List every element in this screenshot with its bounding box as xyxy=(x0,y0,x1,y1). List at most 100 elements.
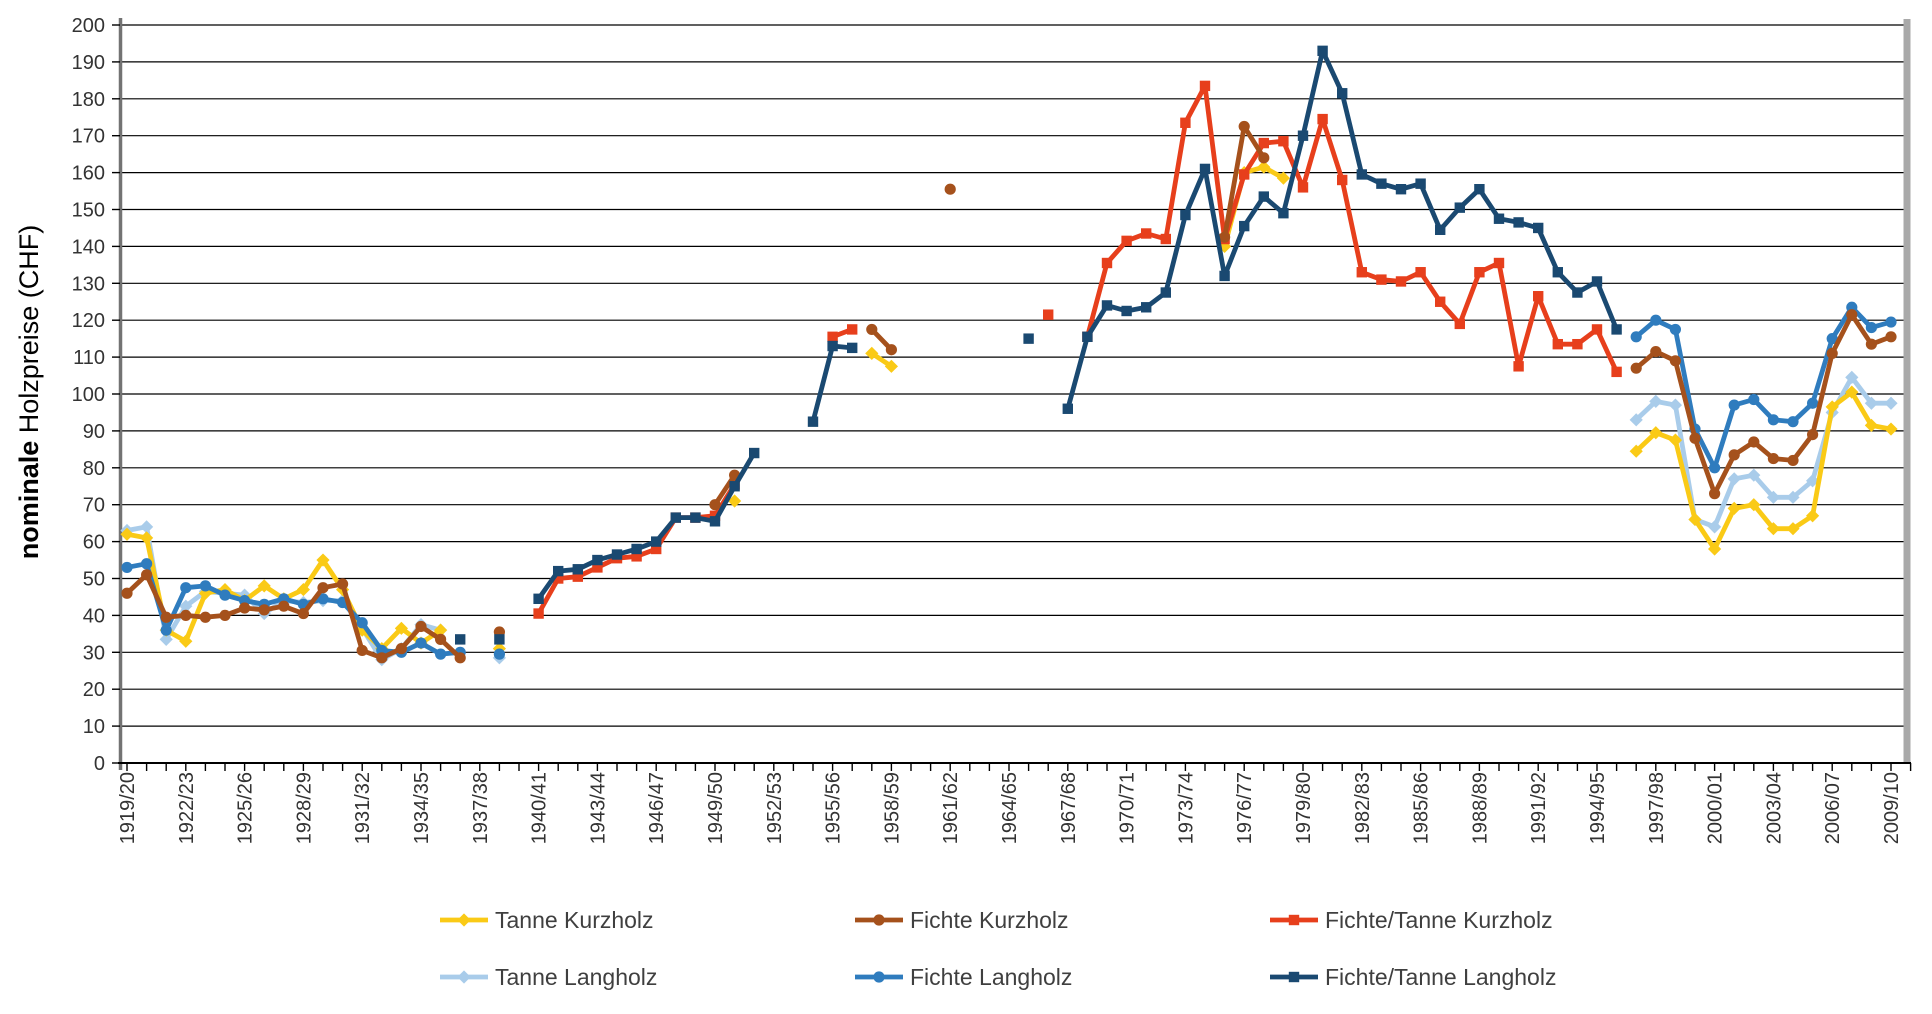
data-point-marker xyxy=(1591,324,1603,335)
data-point-marker xyxy=(1825,400,1839,414)
data-point-marker xyxy=(885,344,898,356)
data-point-marker xyxy=(1630,331,1642,343)
data-point-marker xyxy=(1728,449,1740,461)
y-tick-label: 70 xyxy=(83,495,105,517)
data-point-marker xyxy=(1160,233,1171,245)
y-tick-label: 150 xyxy=(72,200,105,222)
data-point-marker xyxy=(120,527,134,541)
legend-item-tanne-kurzholz: Tanne Kurzholz xyxy=(440,907,654,933)
data-point-marker xyxy=(1258,137,1269,149)
gridlines xyxy=(120,24,1904,727)
y-tick-label: 160 xyxy=(72,163,105,185)
data-point-marker xyxy=(1337,174,1348,186)
x-tick-label: 1934/35 xyxy=(411,772,433,844)
data-point-marker xyxy=(1787,454,1799,467)
data-point-marker xyxy=(1356,267,1367,278)
data-point-marker xyxy=(533,593,544,604)
data-point-marker xyxy=(1727,501,1741,515)
legend-label: Fichte/Tanne Langholz xyxy=(1325,964,1556,990)
data-point-marker xyxy=(219,609,231,622)
data-point-marker xyxy=(1533,222,1544,234)
data-point-marker xyxy=(457,913,471,927)
data-point-marker xyxy=(1865,321,1877,334)
data-point-marker xyxy=(690,512,701,523)
data-point-marker xyxy=(1493,257,1505,269)
data-point-marker xyxy=(1533,291,1544,302)
data-point-marker xyxy=(533,608,544,619)
data-point-marker xyxy=(1239,169,1250,180)
data-point-marker xyxy=(1023,333,1034,344)
y-tick-label: 20 xyxy=(83,679,105,701)
data-point-marker xyxy=(1864,418,1878,432)
y-tick-label: 200 xyxy=(72,15,105,37)
data-point-marker xyxy=(1807,397,1819,409)
data-point-marker xyxy=(1611,366,1622,378)
y-tick-label: 100 xyxy=(72,384,105,406)
data-point-marker xyxy=(1121,235,1132,247)
data-point-marker xyxy=(141,569,153,581)
x-tick-label: 2003/04 xyxy=(1763,772,1785,844)
data-point-marker xyxy=(1278,207,1289,219)
x-tick-label: 1940/41 xyxy=(529,772,551,844)
data-point-marker xyxy=(847,342,858,354)
data-point-marker xyxy=(180,582,192,594)
data-point-marker xyxy=(1199,80,1211,92)
data-point-marker xyxy=(728,494,742,508)
y-tick-label: 120 xyxy=(72,310,105,332)
y-tick-label: 10 xyxy=(83,716,105,738)
data-point-marker xyxy=(1493,213,1505,224)
data-point-marker xyxy=(278,600,290,612)
data-point-marker xyxy=(121,561,133,574)
y-axis: 0 10 20 30 40 50 60 70 80 90 100 110 120 130 140 150 160… xyxy=(72,15,123,775)
data-point-marker xyxy=(1239,220,1250,232)
data-point-marker xyxy=(944,183,956,195)
data-point-marker xyxy=(1454,202,1465,213)
data-point-marker xyxy=(827,340,838,352)
y-tick-label: 0 xyxy=(94,753,105,775)
data-point-marker xyxy=(1257,160,1271,174)
data-point-marker xyxy=(1356,169,1367,180)
data-point-marker xyxy=(376,652,388,664)
x-tick-label: 1985/86 xyxy=(1411,772,1433,844)
legend-label: Tanne Kurzholz xyxy=(495,907,654,933)
data-point-marker xyxy=(455,634,466,645)
data-point-marker xyxy=(631,551,642,562)
data-point-marker xyxy=(1572,287,1583,298)
legend-label: Fichte Langholz xyxy=(910,964,1072,990)
data-point-marker xyxy=(1141,302,1152,313)
legend-label: Fichte Kurzholz xyxy=(910,907,1069,933)
series-line xyxy=(712,472,737,508)
x-tick-label: 1973/74 xyxy=(1175,772,1197,844)
legend-item-fichte-kurzholz: Fichte Kurzholz xyxy=(855,907,1069,933)
data-point-marker xyxy=(1415,267,1426,278)
data-point-marker xyxy=(317,582,329,594)
data-point-marker xyxy=(572,564,583,575)
data-point-marker xyxy=(1258,152,1270,164)
x-tick-label: 1922/23 xyxy=(176,772,198,844)
data-point-marker xyxy=(1649,394,1663,408)
data-point-marker xyxy=(1591,276,1603,287)
x-tick-label: 1970/71 xyxy=(1117,772,1139,844)
data-point-marker xyxy=(865,346,879,361)
x-tick-label: 2009/10 xyxy=(1881,772,1903,844)
x-tick-label: 1958/59 xyxy=(881,772,903,844)
data-point-marker xyxy=(1748,436,1760,448)
data-point-marker xyxy=(1845,385,1859,399)
x-tick-label: 1925/26 xyxy=(235,772,257,844)
data-point-marker xyxy=(1572,338,1583,350)
data-point-marker xyxy=(873,971,885,983)
data-point-marker xyxy=(592,554,603,566)
data-point-marker xyxy=(1669,323,1681,336)
x-tick-label: 1946/47 xyxy=(646,772,668,844)
data-point-marker xyxy=(1317,45,1328,57)
data-point-marker xyxy=(1337,88,1348,99)
data-point-marker xyxy=(1748,393,1760,406)
data-point-marker xyxy=(1649,426,1663,440)
data-point-marker xyxy=(140,520,154,534)
data-point-marker xyxy=(179,634,193,648)
data-point-marker xyxy=(1806,509,1820,523)
data-point-marker xyxy=(1219,270,1230,282)
y-tick-label: 170 xyxy=(72,126,105,148)
